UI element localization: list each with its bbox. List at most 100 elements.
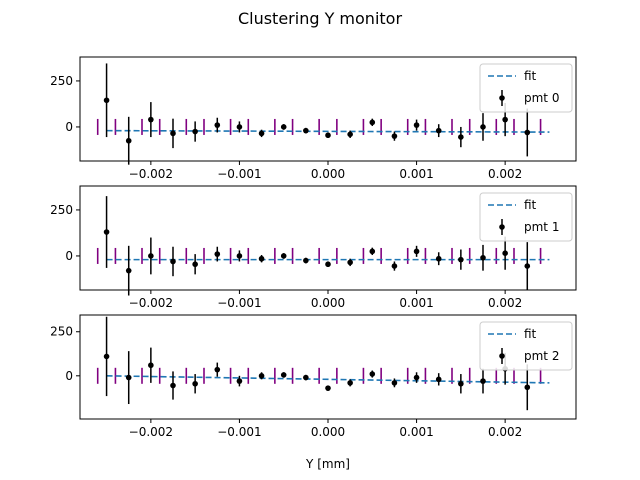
x-tick-label-4: 0.002 (488, 167, 522, 181)
legend-fit-label: fit (524, 69, 537, 83)
x-tick-label-1: −0.001 (217, 425, 261, 439)
y-tick-label-0: 0 (65, 249, 73, 263)
x-tick-label-3: 0.001 (399, 425, 433, 439)
data-point-8 (280, 372, 287, 378)
data-point-3 (170, 258, 176, 265)
data-point-13 (391, 263, 398, 269)
data-point-12 (369, 119, 376, 126)
x-tick-label-1: −0.001 (217, 296, 261, 310)
data-point-6 (236, 253, 243, 259)
data-point-5 (214, 251, 221, 257)
data-point-4 (192, 261, 198, 268)
data-point-12 (369, 371, 376, 377)
data-point-0 (103, 353, 110, 360)
data-point-10 (325, 385, 331, 391)
data-point-1 (125, 137, 132, 144)
legend-point-swatch (499, 95, 505, 101)
data-point-9 (303, 127, 309, 134)
data-point-5 (214, 366, 221, 373)
y-tick-label-0: 0 (65, 120, 73, 134)
data-point-10 (325, 132, 331, 139)
data-point-17 (480, 378, 486, 384)
data-point-19 (524, 263, 531, 269)
legend: fit pmt 0 (479, 63, 573, 113)
data-point-11 (347, 259, 353, 266)
data-point-1 (125, 374, 132, 381)
legend-series-label: pmt 0 (524, 91, 559, 105)
x-tick-label-3: 0.001 (399, 296, 433, 310)
data-point-13 (391, 133, 398, 139)
y-tick-label-1: 250 (50, 74, 73, 88)
y-tick-label-1: 250 (50, 325, 73, 339)
legend: fit pmt 1 (479, 192, 573, 242)
data-point-4 (192, 380, 198, 387)
legend-point-swatch (499, 353, 505, 359)
data-point-10 (325, 261, 331, 268)
data-point-6 (236, 124, 243, 130)
legend-point-swatch (499, 224, 505, 230)
data-point-6 (236, 378, 243, 384)
data-point-17 (480, 254, 486, 261)
legend-fit-label: fit (524, 327, 537, 341)
x-tick-label-2: 0.000 (311, 296, 345, 310)
data-point-3 (170, 130, 176, 137)
x-tick-label-0: −0.002 (129, 167, 173, 181)
data-point-19 (524, 129, 531, 136)
data-point-15 (435, 127, 442, 134)
x-tick-label-2: 0.000 (311, 425, 345, 439)
data-point-0 (103, 229, 110, 235)
data-point-9 (303, 257, 309, 264)
data-point-16 (458, 256, 464, 263)
data-point-12 (369, 248, 376, 255)
x-tick-label-0: −0.002 (129, 425, 173, 439)
data-point-14 (413, 374, 420, 381)
data-point-11 (347, 380, 353, 386)
data-point-18 (502, 250, 508, 256)
data-point-17 (480, 124, 486, 130)
data-point-9 (303, 374, 309, 381)
x-tick-label-2: 0.000 (311, 167, 345, 181)
data-point-14 (413, 122, 420, 128)
x-tick-label-3: 0.001 (399, 167, 433, 181)
fit-line (106, 375, 550, 384)
legend-fit-label: fit (524, 198, 537, 212)
legend-series-label: pmt 2 (524, 349, 559, 363)
data-point-18 (502, 116, 508, 123)
data-point-13 (391, 380, 398, 386)
y-tick-label-0: 0 (65, 369, 73, 383)
data-point-19 (524, 384, 531, 391)
data-point-11 (347, 131, 353, 138)
data-point-3 (170, 382, 176, 389)
data-point-16 (458, 380, 464, 387)
fit-line (106, 129, 550, 133)
data-point-8 (280, 124, 287, 130)
data-point-14 (413, 248, 420, 255)
data-point-8 (280, 253, 287, 259)
x-tick-label-0: −0.002 (129, 296, 173, 310)
data-point-2 (148, 116, 154, 123)
data-point-2 (148, 362, 154, 369)
x-tick-label-4: 0.002 (488, 425, 522, 439)
panel-pmt-2: −0.002 −0.001 0.000 0.001 0.002 0 250 fit pmt 2 (50, 314, 577, 439)
data-point-15 (435, 255, 442, 262)
data-point-4 (192, 128, 198, 135)
panel-pmt-1: −0.002 −0.001 0.000 0.001 0.002 0 250 fit pmt 1 (50, 185, 577, 310)
legend: fit pmt 2 (479, 321, 573, 371)
data-point-1 (125, 267, 132, 274)
data-point-0 (103, 97, 110, 104)
data-point-5 (214, 122, 221, 128)
figure-title: Clustering Y monitor (238, 9, 403, 28)
data-point-7 (258, 255, 265, 262)
y-tick-label-1: 250 (50, 203, 73, 217)
legend-series-label: pmt 1 (524, 220, 559, 234)
data-point-15 (435, 376, 442, 383)
data-point-7 (258, 130, 265, 137)
panel-pmt-0: −0.002 −0.001 0.000 0.001 0.002 0 250 fit pmt 0 (50, 56, 577, 181)
x-axis-label: Y [mm] (305, 457, 350, 471)
data-point-16 (458, 134, 464, 140)
x-tick-label-1: −0.001 (217, 167, 261, 181)
data-point-7 (258, 373, 265, 379)
data-point-2 (148, 253, 154, 259)
x-tick-label-4: 0.002 (488, 296, 522, 310)
